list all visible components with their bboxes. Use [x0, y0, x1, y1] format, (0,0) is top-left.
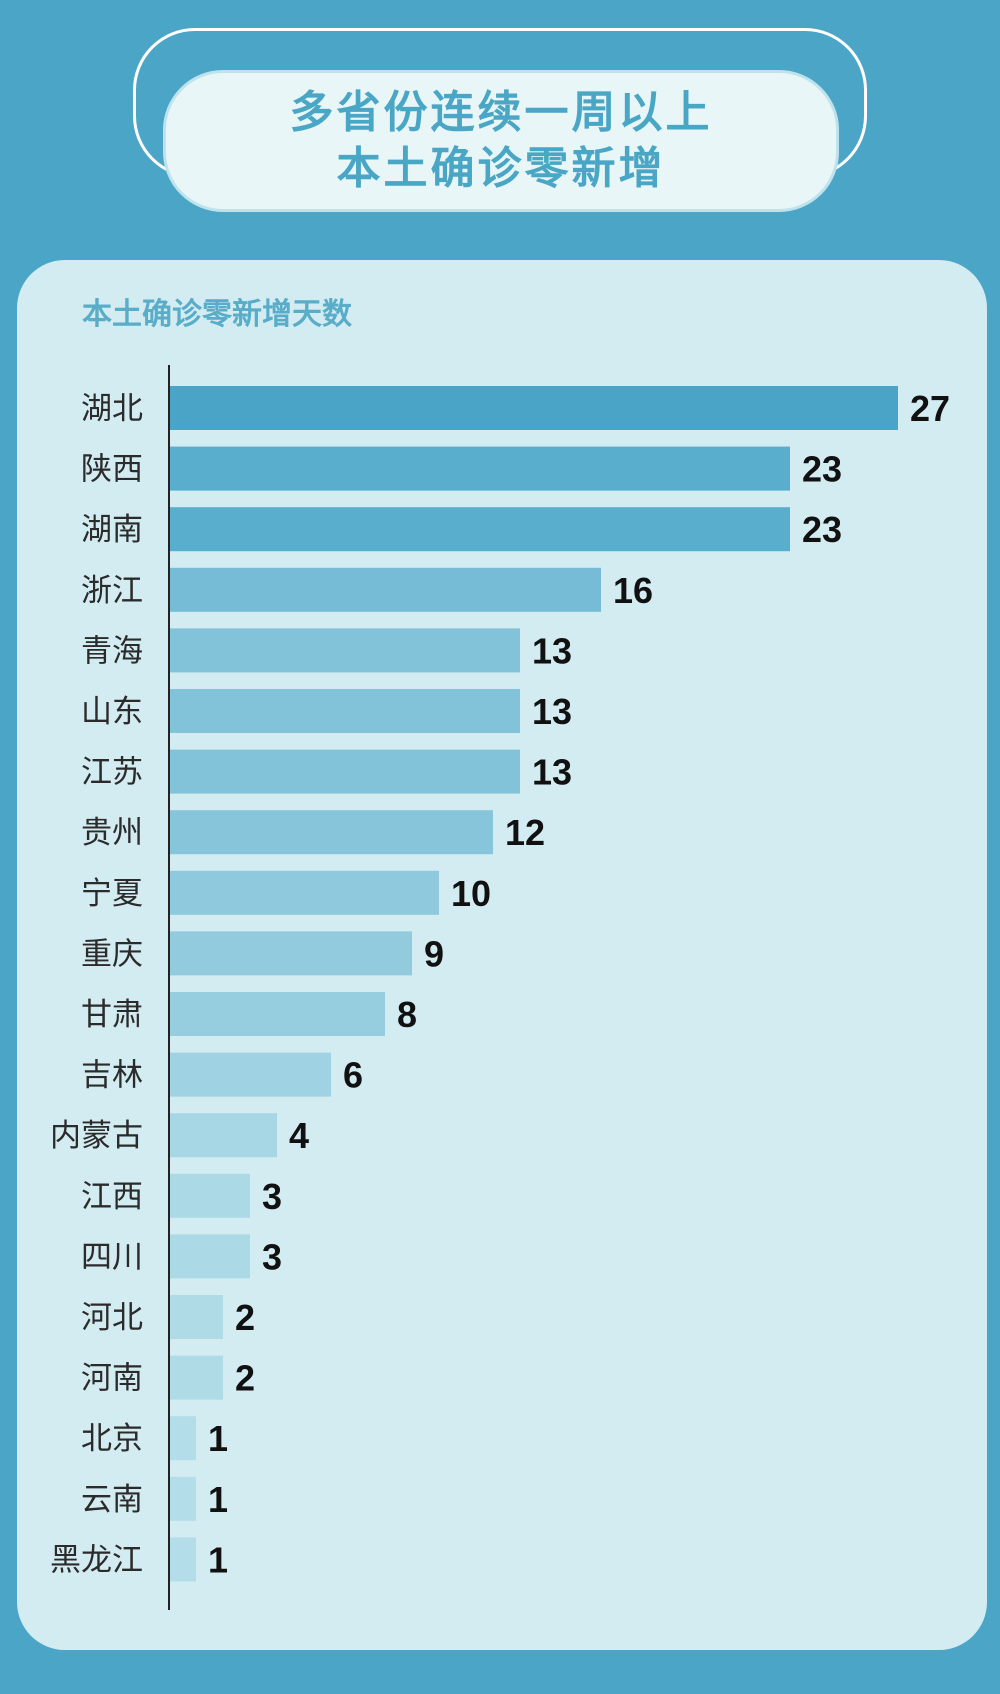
value-label-19: 1 [208, 1539, 228, 1580]
category-label-17: 北京 [81, 1421, 143, 1457]
bar-0 [169, 386, 898, 430]
chart-title: 本土确诊零新增天数 [82, 297, 352, 332]
value-label-17: 1 [208, 1418, 228, 1459]
bar-16 [169, 1355, 223, 1400]
value-label-6: 13 [532, 752, 572, 793]
value-label-8: 10 [451, 873, 491, 914]
bar-12 [169, 1113, 277, 1158]
category-label-7: 贵州 [81, 815, 143, 851]
bar-18 [169, 1476, 196, 1521]
value-label-12: 4 [289, 1115, 309, 1156]
value-label-3: 16 [613, 570, 653, 611]
category-label-2: 湖南 [81, 512, 143, 548]
bar-7 [169, 810, 493, 855]
category-label-0: 湖北 [81, 391, 143, 427]
bar-8 [169, 870, 439, 915]
value-label-9: 9 [424, 933, 444, 974]
bar-13 [169, 1173, 250, 1218]
category-label-18: 云南 [81, 1482, 143, 1518]
page-title-line-2: 本土确诊零新增 [336, 143, 666, 194]
category-label-15: 河北 [81, 1300, 143, 1336]
title-card: 多省份连续一周以上 本土确诊零新增 [163, 70, 839, 212]
category-label-4: 青海 [81, 633, 143, 669]
category-label-10: 甘肃 [81, 997, 143, 1033]
bar-6 [169, 749, 520, 794]
category-label-14: 四川 [81, 1239, 143, 1275]
category-label-3: 浙江 [81, 573, 143, 609]
category-label-8: 宁夏 [81, 876, 143, 912]
category-label-6: 江苏 [81, 755, 143, 791]
bar-17 [169, 1416, 196, 1461]
category-label-12: 内蒙古 [50, 1118, 143, 1154]
bar-15 [169, 1295, 223, 1339]
value-label-10: 8 [397, 994, 417, 1035]
bar-11 [169, 1052, 331, 1097]
value-label-4: 13 [532, 630, 572, 671]
value-label-5: 13 [532, 691, 572, 732]
category-label-19: 黑龙江 [50, 1542, 143, 1578]
category-label-1: 陕西 [81, 452, 143, 488]
category-label-11: 吉林 [81, 1058, 143, 1094]
category-label-13: 江西 [81, 1179, 143, 1215]
value-label-2: 23 [802, 509, 842, 550]
bar-10 [169, 992, 385, 1036]
bar-9 [169, 931, 412, 976]
bar-5 [169, 689, 520, 733]
category-label-16: 河南 [81, 1361, 143, 1397]
value-label-18: 1 [208, 1479, 228, 1520]
value-label-1: 23 [802, 449, 842, 490]
category-label-9: 重庆 [81, 936, 143, 972]
bar-4 [169, 628, 520, 673]
bar-2 [169, 507, 790, 552]
bar-14 [169, 1234, 250, 1279]
value-label-0: 27 [910, 388, 950, 429]
bar-19 [169, 1537, 196, 1582]
bar-1 [169, 446, 790, 491]
value-label-15: 2 [235, 1297, 255, 1338]
bar-3 [169, 567, 601, 612]
value-label-14: 3 [262, 1236, 282, 1277]
value-label-16: 2 [235, 1358, 255, 1399]
value-label-7: 12 [505, 812, 545, 853]
page-title-line-1: 多省份连续一周以上 [289, 87, 713, 138]
value-label-13: 3 [262, 1176, 282, 1217]
category-label-5: 山东 [81, 694, 143, 730]
value-label-11: 6 [343, 1055, 363, 1096]
